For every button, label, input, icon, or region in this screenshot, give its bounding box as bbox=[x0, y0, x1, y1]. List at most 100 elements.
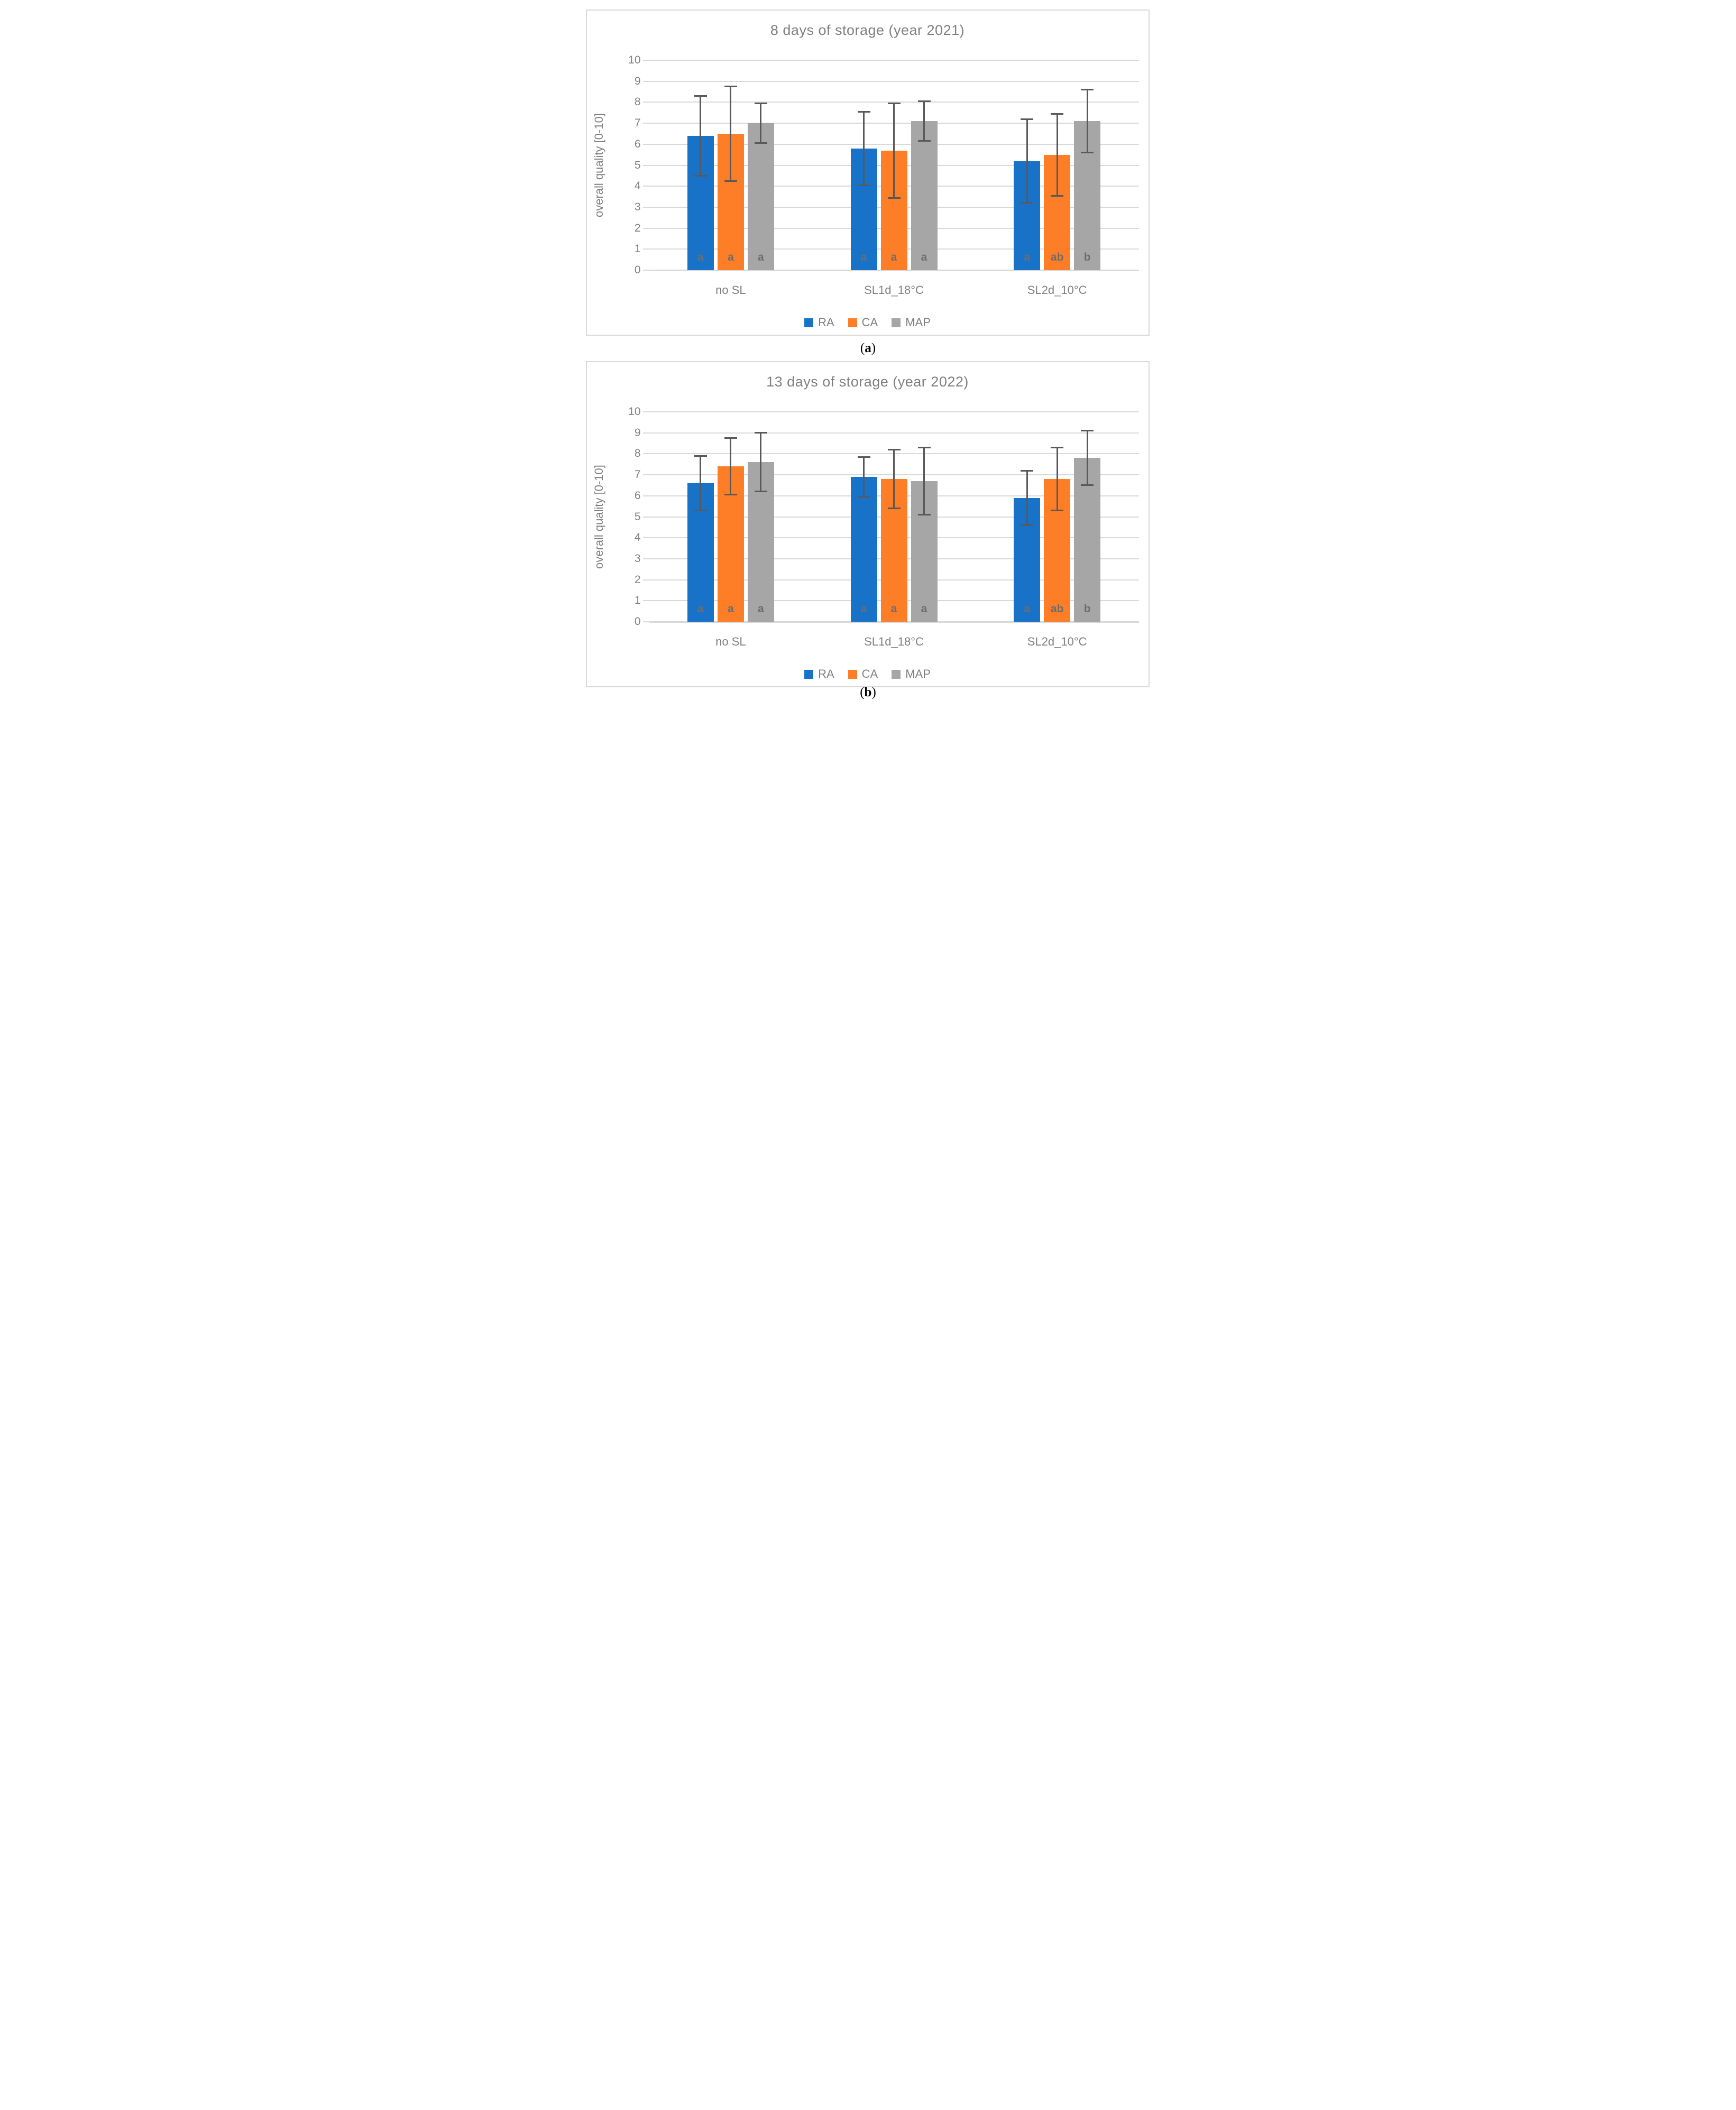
significance-letter: a bbox=[860, 603, 867, 615]
error-bar bbox=[1026, 471, 1028, 526]
plot-area: 0 1 2 3 4 5 6 7 8 9 10 a a a a a a a ab b bbox=[628, 54, 1139, 275]
gridline bbox=[649, 411, 1139, 412]
y-tick-label: 1 bbox=[634, 243, 641, 255]
y-tick-label: 3 bbox=[634, 552, 641, 565]
error-bar-cap bbox=[754, 491, 767, 493]
y-tick-mark bbox=[642, 143, 649, 145]
y-tick-mark bbox=[642, 411, 649, 412]
error-bar-cap bbox=[694, 174, 707, 177]
error-bar-cap bbox=[857, 110, 870, 113]
significance-letter: a bbox=[727, 251, 734, 263]
y-tick-label: 9 bbox=[634, 426, 641, 439]
y-tick-mark bbox=[642, 432, 649, 434]
error-bar bbox=[893, 103, 895, 198]
error-bar-cap bbox=[1081, 430, 1094, 432]
error-bar-cap bbox=[887, 102, 901, 104]
legend-swatch-map bbox=[892, 318, 901, 327]
y-tick-label: 2 bbox=[634, 222, 641, 234]
significance-letter: a bbox=[757, 251, 764, 263]
error-bar-cap bbox=[917, 140, 931, 142]
caption-paren: ( bbox=[860, 685, 865, 699]
y-tick-label: 2 bbox=[634, 573, 641, 586]
significance-letter: a bbox=[860, 251, 867, 263]
chart-title: 13 days of storage (year 2022) bbox=[766, 374, 969, 390]
y-tick-label: 10 bbox=[628, 406, 641, 418]
error-bar-cap bbox=[754, 142, 767, 144]
y-tick-mark bbox=[642, 227, 649, 229]
error-bar-cap bbox=[1051, 113, 1064, 115]
significance-letter: a bbox=[890, 603, 897, 615]
significance-letter: a bbox=[757, 603, 764, 615]
y-tick-label: 8 bbox=[634, 96, 641, 108]
error-bar bbox=[760, 103, 762, 143]
error-bar bbox=[863, 457, 865, 497]
error-bar-cap bbox=[1081, 152, 1094, 154]
error-bar bbox=[923, 101, 925, 141]
significance-letter: a bbox=[727, 603, 734, 615]
error-bar-cap bbox=[724, 180, 737, 182]
y-tick-label: 1 bbox=[634, 594, 641, 607]
figure: 8 days of storage (year 2021) overall qu… bbox=[578, 0, 1158, 703]
error-bar bbox=[700, 456, 702, 511]
y-tick-mark bbox=[642, 495, 649, 496]
y-tick-mark bbox=[642, 60, 649, 61]
y-tick-mark bbox=[642, 206, 649, 208]
error-bar bbox=[893, 449, 895, 509]
y-tick-label: 6 bbox=[634, 137, 641, 150]
gridline bbox=[649, 60, 1139, 61]
error-bar bbox=[923, 447, 925, 515]
error-bar-cap bbox=[887, 508, 901, 510]
significance-letter: b bbox=[1083, 603, 1091, 615]
legend-label: RA bbox=[818, 667, 834, 680]
significance-letter: a bbox=[697, 251, 704, 263]
error-bar bbox=[1086, 89, 1088, 153]
gridline bbox=[649, 102, 1139, 103]
y-tick-label: 5 bbox=[634, 159, 641, 171]
y-tick-label: 9 bbox=[634, 75, 641, 87]
y-tick-label: 0 bbox=[634, 264, 641, 276]
legend-swatch-ra bbox=[804, 669, 814, 679]
y-tick-mark bbox=[642, 453, 649, 455]
significance-letter: a bbox=[890, 251, 897, 263]
x-axis-line bbox=[649, 621, 1139, 623]
y-tick-mark bbox=[642, 474, 649, 476]
x-axis-labels: no SL SL1d_18°C SL2d_10°C bbox=[649, 635, 1139, 649]
x-axis-category-label: SL1d_18°C bbox=[864, 635, 924, 648]
error-bar-cap bbox=[724, 437, 737, 439]
significance-letter: a bbox=[1024, 603, 1030, 615]
legend-item-ra: RA bbox=[804, 316, 834, 329]
legend-item-ca: CA bbox=[848, 667, 878, 681]
error-bar-cap bbox=[857, 496, 870, 498]
subfigure-caption-b: (b) bbox=[579, 685, 1158, 700]
y-tick-label: 6 bbox=[634, 489, 641, 502]
error-bar-cap bbox=[917, 100, 931, 102]
legend-label: CA bbox=[861, 667, 878, 680]
y-tick-label: 4 bbox=[634, 180, 641, 192]
error-bar-cap bbox=[857, 184, 870, 186]
error-bar-cap bbox=[694, 455, 707, 457]
caption-letter: b bbox=[864, 685, 872, 699]
error-bar bbox=[1056, 114, 1058, 196]
significance-letter: a bbox=[921, 603, 927, 615]
y-tick-mark bbox=[642, 102, 649, 103]
y-tick-mark bbox=[642, 164, 649, 166]
y-tick-mark bbox=[642, 516, 649, 518]
significance-letter: a bbox=[921, 251, 927, 263]
legend-item-ra: RA bbox=[804, 667, 834, 681]
legend-label: CA bbox=[861, 316, 878, 329]
error-bar bbox=[730, 438, 732, 495]
error-bar-cap bbox=[887, 448, 901, 450]
legend-item-ca: CA bbox=[848, 316, 878, 329]
y-tick-label: 5 bbox=[634, 510, 641, 523]
y-tick-mark bbox=[642, 123, 649, 124]
error-bar bbox=[863, 112, 865, 186]
error-bar-cap bbox=[754, 432, 767, 434]
chart-panel-b: 13 days of storage (year 2022) overall q… bbox=[585, 361, 1150, 687]
y-tick-label: 10 bbox=[628, 54, 641, 66]
error-bar-cap bbox=[1051, 195, 1064, 197]
caption-letter: a bbox=[865, 341, 871, 355]
x-axis-line bbox=[649, 269, 1139, 271]
plot-area: 0 1 2 3 4 5 6 7 8 9 10 a a a a a a a ab b bbox=[628, 406, 1139, 627]
y-tick-mark bbox=[642, 621, 649, 622]
significance-letter: a bbox=[697, 603, 704, 615]
